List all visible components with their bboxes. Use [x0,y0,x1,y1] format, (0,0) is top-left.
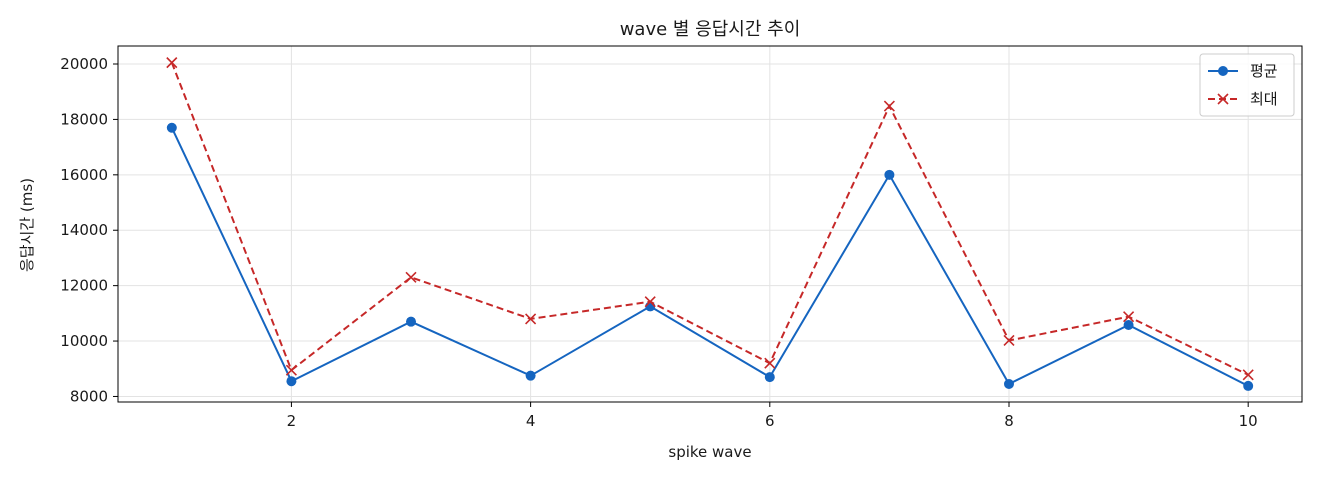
series-max-point-stroke [405,271,417,283]
legend-label: 최대 [1250,90,1278,108]
series-max-point [883,100,895,112]
legend-swatch-marker-stroke [1217,93,1229,105]
x-tick-label: 6 [765,412,775,430]
series-max-point [285,364,297,376]
series-max-point [1123,311,1135,323]
plot-area-frame [117,45,1303,403]
series-avg-line [170,127,1249,387]
series-lines [166,57,1254,391]
y-tick-label: 18000 [60,110,108,128]
series-max-point [405,271,417,283]
series-max-point [764,357,776,369]
series-avg-point [1003,378,1014,389]
series-max [166,57,1254,381]
series-avg-point [166,122,177,133]
y-axis-label: 응답시간 (ms) [18,178,36,272]
series-max-point-stroke [285,364,297,376]
legend-swatch-marker [1217,93,1229,105]
series-max-line [170,62,1249,376]
x-axis-label: spike wave [668,443,751,461]
series-max-point-stroke [883,100,895,112]
series-avg-point [1243,380,1254,391]
y-tick-label: 20000 [60,55,108,73]
series-max-point [1003,334,1015,347]
series-avg-point [1123,319,1134,330]
series-max-point-stroke [525,313,537,325]
legend-item-max: 최대 [1208,90,1278,108]
series-max-point [166,57,178,69]
series-avg-point [406,316,417,327]
x-tick-label: 2 [287,412,297,430]
chart-title: wave 별 응답시간 추이 [620,19,801,40]
x-tick-label: 8 [1004,412,1014,430]
series-max-point-stroke [644,296,656,308]
legend-item-avg: 평균 [1208,62,1278,80]
series-avg-point [286,376,297,387]
y-tick-label: 16000 [60,166,108,184]
series-avg [166,122,1254,391]
y-tick-label: 12000 [60,277,108,295]
y-axis-ticks: 8000 10000 12000 14000 16000 18000 20000 [60,55,118,405]
series-avg-point [764,372,775,383]
series-avg-point [884,169,895,180]
y-tick-label: 10000 [60,332,108,350]
series-max-point-stroke [764,357,776,369]
series-max-point [644,296,656,308]
x-tick-label: 10 [1239,412,1258,430]
series-max-point [525,313,537,325]
legend-box [1199,53,1295,117]
series-max-point-stroke [1123,311,1135,323]
series-max-point [1242,369,1254,381]
series-max-point-stroke [1242,369,1254,381]
legend-label: 평균 [1250,62,1278,80]
x-tick-label: 4 [526,412,536,430]
series-avg-point [525,370,536,381]
y-tick-label: 14000 [60,221,108,239]
x-axis-ticks: 2 4 6 8 10 [287,402,1258,430]
legend-swatch-marker [1218,66,1228,76]
series-max-point-stroke [1003,334,1015,347]
grid-lines [118,46,1302,402]
y-tick-label: 8000 [70,387,108,405]
series-max-point-stroke [166,57,178,69]
